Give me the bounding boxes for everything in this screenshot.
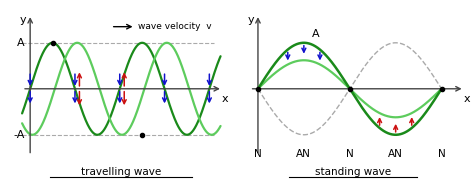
Text: N: N	[254, 149, 262, 159]
Text: y: y	[20, 15, 27, 25]
Text: x: x	[222, 94, 228, 104]
Text: A: A	[17, 38, 25, 48]
Text: standing wave: standing wave	[315, 167, 391, 177]
Text: A: A	[312, 29, 320, 39]
Text: y: y	[247, 15, 254, 25]
Text: AN: AN	[388, 149, 403, 159]
Text: N: N	[346, 149, 354, 159]
Text: x: x	[464, 94, 470, 104]
Text: -A: -A	[13, 130, 25, 140]
Text: travelling wave: travelling wave	[81, 167, 161, 177]
Text: wave velocity  v: wave velocity v	[137, 22, 211, 31]
Text: AN: AN	[296, 149, 311, 159]
Text: N: N	[438, 149, 446, 159]
